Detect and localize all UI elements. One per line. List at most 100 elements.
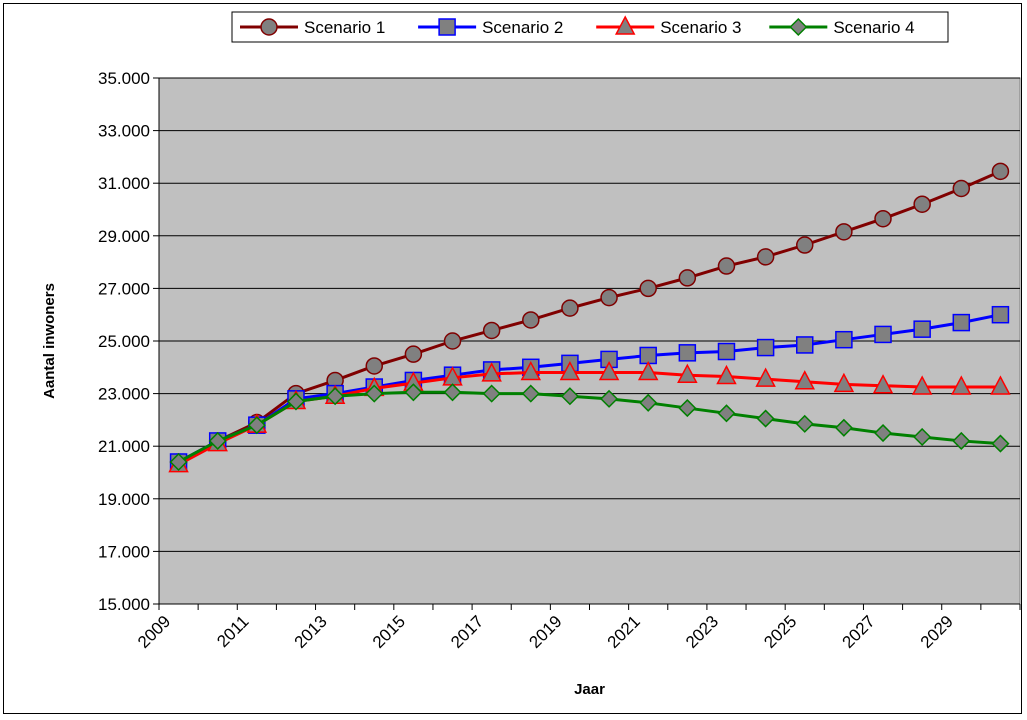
data-point bbox=[874, 325, 892, 344]
y-tick-label: 19.000 bbox=[98, 490, 150, 509]
legend-label: Scenario 1 bbox=[304, 18, 385, 37]
x-tick-label: 2025 bbox=[760, 612, 800, 652]
data-point bbox=[835, 223, 853, 241]
data-point bbox=[600, 389, 619, 408]
legend-label: Scenario 2 bbox=[482, 18, 563, 37]
data-point bbox=[482, 321, 501, 340]
data-point bbox=[598, 360, 620, 381]
data-point bbox=[677, 363, 698, 383]
x-tick-label: 2019 bbox=[525, 612, 565, 652]
data-point bbox=[560, 387, 579, 406]
data-point bbox=[913, 195, 931, 213]
y-tick-label: 17.000 bbox=[98, 542, 150, 561]
data-point bbox=[247, 416, 266, 435]
legend-item: Scenario 3 bbox=[596, 15, 741, 37]
data-point bbox=[874, 209, 892, 228]
x-tick-label: 2021 bbox=[604, 612, 644, 652]
y-tick-label: 31.000 bbox=[98, 174, 150, 193]
y-tick-label: 29.000 bbox=[98, 227, 150, 246]
data-point bbox=[559, 360, 581, 381]
x-tick-label: 2027 bbox=[839, 612, 879, 652]
y-tick-label: 27.000 bbox=[98, 279, 150, 298]
legend-item: Scenario 2 bbox=[418, 18, 563, 37]
data-point bbox=[756, 338, 775, 357]
x-tick-label: 2011 bbox=[213, 612, 252, 651]
legend-item: Scenario 1 bbox=[240, 18, 385, 37]
y-tick-label: 23.000 bbox=[98, 385, 150, 404]
data-point bbox=[443, 383, 462, 402]
data-point bbox=[795, 414, 814, 433]
y-tick-label: 33.000 bbox=[98, 122, 150, 141]
legend-label: Scenario 4 bbox=[833, 18, 914, 37]
series-layer bbox=[168, 162, 1011, 473]
data-point bbox=[913, 427, 932, 447]
data-point bbox=[755, 367, 776, 387]
y-axis-title: Aantal inwoners bbox=[41, 283, 58, 399]
data-point bbox=[481, 362, 502, 382]
series-line bbox=[177, 390, 1001, 464]
data-point bbox=[834, 418, 853, 437]
x-tick-label: 2015 bbox=[369, 612, 409, 652]
x-tick-label: 2009 bbox=[134, 612, 174, 652]
data-point bbox=[873, 423, 893, 443]
legend-marker bbox=[614, 15, 636, 35]
y-tick-label: 25.000 bbox=[98, 332, 150, 351]
y-tick-label: 21.000 bbox=[98, 437, 150, 456]
data-point bbox=[520, 360, 542, 381]
x-axis-title: Jaar bbox=[574, 681, 605, 698]
data-point bbox=[833, 372, 855, 393]
data-point bbox=[286, 392, 306, 411]
x-tick-label: 2013 bbox=[291, 612, 331, 652]
y-axis-ticks: 15.000 17.000 19.000 21.000 23.000 25.000 27.0… bbox=[98, 69, 159, 614]
data-point bbox=[911, 375, 933, 395]
data-point bbox=[717, 342, 736, 361]
x-tick-label: 2017 bbox=[447, 612, 487, 652]
data-point bbox=[678, 269, 697, 287]
data-point bbox=[717, 404, 736, 423]
x-tick-label: 2029 bbox=[917, 612, 957, 652]
x-axis-ticks: 2009 2011 2013 2015 2017 2019 2021 2023 2025 2027… bbox=[134, 604, 1021, 652]
data-point bbox=[678, 344, 697, 362]
data-point bbox=[637, 360, 659, 381]
data-point bbox=[678, 399, 697, 418]
data-point bbox=[521, 384, 540, 403]
data-point bbox=[991, 305, 1010, 324]
data-point bbox=[639, 279, 657, 298]
data-point bbox=[717, 257, 736, 275]
data-point bbox=[365, 357, 383, 375]
data-point bbox=[169, 452, 188, 472]
data-point bbox=[365, 384, 384, 403]
data-point bbox=[716, 364, 737, 385]
data-point bbox=[872, 374, 894, 394]
legend-item: Scenario 4 bbox=[769, 17, 915, 37]
data-point bbox=[951, 375, 972, 395]
data-point bbox=[991, 434, 1010, 453]
data-point bbox=[326, 387, 345, 406]
legend-marker bbox=[260, 18, 278, 36]
data-point bbox=[913, 320, 931, 338]
data-point bbox=[991, 162, 1010, 181]
series-line bbox=[177, 313, 1001, 464]
line-chart: Scenario 1 Scenario 2 Scenario 3 Scenario 4… bbox=[41, 11, 1021, 698]
legend: Scenario 1 Scenario 2 Scenario 3 Scenario 4 bbox=[231, 11, 949, 43]
data-point bbox=[756, 248, 775, 266]
y-tick-label: 15.000 bbox=[98, 595, 150, 614]
x-tick-label: 2023 bbox=[682, 612, 722, 652]
legend-marker bbox=[789, 17, 808, 37]
data-point bbox=[443, 332, 462, 350]
data-point bbox=[561, 299, 579, 317]
data-point bbox=[482, 384, 501, 403]
data-point bbox=[404, 383, 423, 402]
legend-box bbox=[231, 11, 949, 43]
data-point bbox=[952, 313, 971, 332]
chart-frame: Scenario 1 Scenario 2 Scenario 3 Scenario 4… bbox=[3, 3, 1022, 714]
data-point bbox=[600, 288, 618, 307]
y-tick-label: 35.000 bbox=[98, 69, 150, 88]
data-point bbox=[796, 336, 814, 354]
data-point bbox=[952, 179, 971, 198]
data-point bbox=[522, 311, 540, 329]
legend-label: Scenario 3 bbox=[660, 18, 741, 37]
data-point bbox=[794, 370, 815, 390]
data-point bbox=[990, 375, 1011, 395]
data-point bbox=[756, 409, 775, 428]
